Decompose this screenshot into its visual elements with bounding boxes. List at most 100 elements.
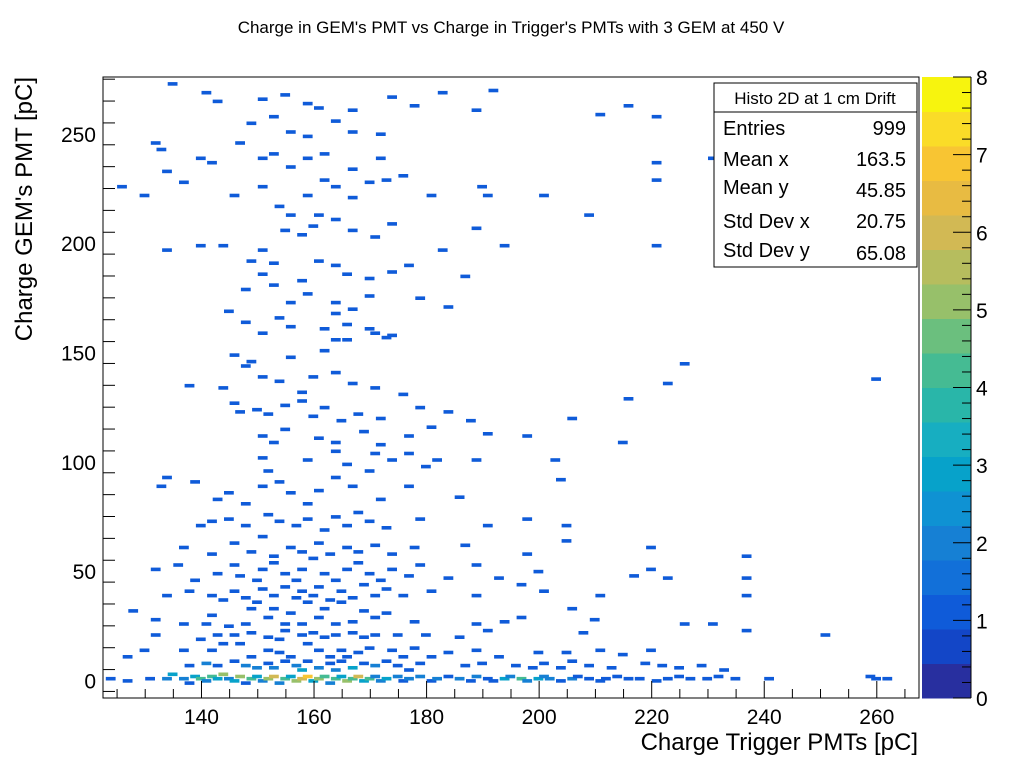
histogram-bin [460,274,471,279]
histogram-bin [651,114,662,119]
histogram-bin [662,381,673,386]
histogram-bin [375,132,386,136]
x-tick-label: 240 [747,706,782,729]
histogram-bin [488,679,499,683]
histogram-bin [556,666,566,670]
histogram-bin [674,666,684,670]
histogram-bin [319,606,330,611]
histogram-bin [207,593,217,598]
histogram-bin [370,386,381,390]
histogram-bin [274,681,285,685]
histogram-bin [162,169,172,174]
histogram-bin [162,593,172,598]
histogram-bin [567,606,578,611]
y-tick-label: 50 [73,561,96,584]
histogram-bin [612,674,623,679]
histogram-bin [359,679,369,683]
histogram-bin [522,552,533,556]
histogram-bin [297,633,307,637]
histogram-bin [882,676,893,681]
histogram-bin [308,631,319,635]
histogram-bin [280,403,291,408]
histogram-bin [212,676,223,681]
histogram-bin [342,272,352,276]
histogram-bin [224,624,234,628]
histogram-bin [297,676,307,681]
histogram-bin [482,523,493,528]
histogram-bin [314,676,324,681]
histogram-bin [285,213,296,217]
histogram-bin [122,679,133,683]
histogram-bin [364,276,375,281]
histogram-bin [460,543,471,548]
histogram-bin [246,676,257,681]
histogram-bin [302,134,313,139]
color-scale-label: 1 [976,610,988,633]
histogram-bin [651,178,662,182]
histogram-bin [595,593,606,598]
histogram-bin [263,661,274,666]
histogram-bin [634,676,645,681]
histogram-bin [595,648,606,653]
histogram-bin [477,184,487,189]
histogram-bin [229,633,240,637]
histogram-bin [302,502,313,506]
histogram-bin [342,545,352,550]
histogram-bin [415,405,426,410]
histogram-bin [662,676,673,681]
histogram-bin [336,648,347,653]
histogram-bin [415,674,426,679]
histogram-bin [274,519,285,524]
histogram-bin [269,593,279,598]
histogram-bin [466,679,476,683]
histogram-bin [370,674,381,679]
histogram-bin [139,193,150,198]
histogram-bin [179,180,189,185]
y-axis-title: Charge GEM's PMT [pC] [11,77,38,341]
histogram-bin [702,676,713,681]
histogram-bin [297,399,307,403]
histogram-bin [246,606,257,611]
histogram-bin [269,261,279,265]
histogram-bin [342,655,352,659]
histogram-bin [421,633,431,637]
histogram-bin [257,567,268,572]
histogram-bin [353,510,364,515]
chart-title: Charge in GEM's PMT vs Charge in Trigger… [238,18,785,37]
histogram-bin [297,589,307,593]
histogram-bin [494,655,504,659]
histogram-bin [240,663,251,668]
histogram-bin [662,576,673,580]
histogram-bin [285,611,296,615]
histogram-bin [651,160,662,165]
histogram-bin [274,204,285,209]
histogram-bin [291,663,302,668]
histogram-bin [443,410,454,414]
histogram-bin [330,300,341,305]
histogram-bin [381,526,392,530]
histogram-bin [646,545,656,550]
histogram-bin [347,228,358,233]
histogram-bin [257,587,268,591]
color-scale-label: 6 [976,222,988,245]
histogram-bin [657,663,668,668]
histogram-bin [162,248,172,252]
histogram-bin [708,156,718,161]
histogram-bin [263,635,274,639]
histogram-bin [274,650,285,655]
histogram-bin [285,674,296,679]
histogram-bin [240,364,251,368]
histogram-bin [330,449,341,454]
histogram-bin [584,213,594,217]
histogram-bin [218,598,229,602]
histogram-bin [392,674,403,679]
histogram-bin [375,156,386,161]
histogram-bin [381,178,392,182]
histogram-bin [240,622,251,626]
histogram-bin [347,130,358,134]
histogram-bin [314,585,324,589]
histogram-bin [297,233,307,237]
histogram-bin [370,633,381,637]
stats-mean-x-label: Mean x [723,149,789,171]
histogram-bin [240,596,251,600]
